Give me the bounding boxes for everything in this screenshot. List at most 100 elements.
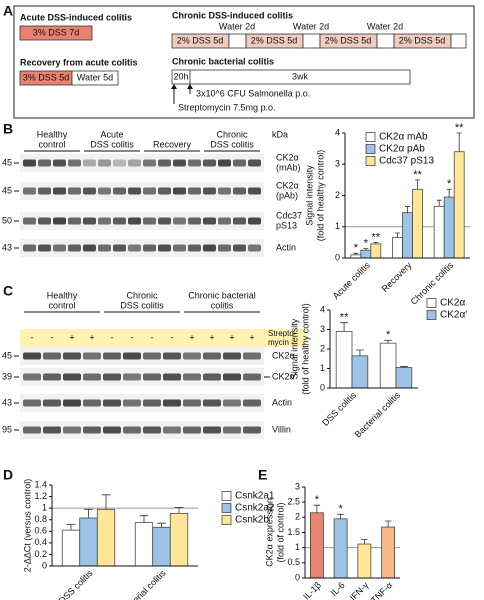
step-box	[450, 33, 467, 49]
blot-band	[203, 159, 216, 167]
bar	[96, 508, 116, 567]
blot-band	[128, 244, 141, 252]
y-tick-label: 0.4	[34, 537, 47, 547]
error-bar	[174, 507, 184, 514]
blot-band	[143, 426, 161, 434]
blot-band	[128, 187, 141, 195]
y-tick-label: 1.5	[287, 527, 300, 537]
y-axis-label: Signal intensity	[304, 165, 314, 226]
arrow-head	[187, 84, 193, 89]
significance: *	[315, 494, 320, 506]
blot-band	[243, 352, 261, 360]
blot-strip	[20, 212, 264, 230]
blot-band	[143, 244, 156, 252]
error-bar	[395, 232, 400, 238]
protocol-title: Chronic bacterial colitis	[172, 56, 274, 66]
bar	[379, 342, 397, 389]
blot-band	[63, 373, 81, 381]
significance: **	[372, 231, 381, 243]
mw-marker: 45	[2, 157, 12, 167]
blot-band	[203, 373, 221, 381]
significance: **	[455, 122, 464, 134]
y-axis-label: (fold of healthy control)	[315, 150, 325, 242]
legend-label: Csnk2b	[235, 515, 269, 526]
blot-band	[173, 187, 186, 195]
y-tick-label: 2	[320, 343, 325, 353]
y-tick-label: 3	[335, 159, 340, 169]
blot-band	[83, 399, 101, 407]
significance: *	[338, 503, 343, 515]
bar	[392, 237, 403, 259]
legend-swatch	[221, 515, 232, 525]
blot-band	[103, 352, 121, 360]
error-bar	[355, 349, 364, 356]
error-bar	[353, 252, 359, 255]
blot-band	[243, 426, 261, 434]
bar	[61, 529, 81, 567]
protein-label: (pAb)	[276, 190, 298, 200]
protein-label: (mAb)	[276, 162, 301, 172]
blot-band	[218, 187, 231, 195]
blot-band	[163, 399, 181, 407]
blot-band	[188, 244, 201, 252]
blot-band	[158, 187, 171, 195]
treatment-sign: +	[89, 332, 94, 342]
group-label: DSS colitis	[120, 300, 164, 310]
bar	[412, 188, 423, 259]
blot-band	[68, 159, 81, 167]
blot-band	[68, 187, 81, 195]
blot-band	[23, 187, 36, 195]
protein-label: CK2α'	[272, 371, 297, 381]
y-tick-label: 3	[295, 481, 300, 491]
group-label: control	[48, 300, 75, 310]
blot-band	[38, 187, 51, 195]
blot-band	[98, 244, 111, 252]
treatment-label: mycin	[268, 338, 289, 347]
blot-band	[163, 426, 181, 434]
y-axis-label: Signal intensity	[289, 318, 299, 379]
bar	[335, 331, 353, 389]
blot-strip	[20, 421, 264, 439]
mw-marker: 43	[2, 397, 12, 407]
blot-band	[203, 426, 221, 434]
blot-strip	[20, 394, 264, 412]
blot-band	[123, 399, 141, 407]
significance: *	[447, 178, 452, 190]
step-box	[71, 70, 119, 86]
x-tick-label: Bacterial colitis	[118, 568, 168, 600]
error-bar	[139, 515, 149, 523]
legend-label: Cdc37 pS13	[379, 156, 434, 167]
bar	[309, 512, 324, 579]
blot-band	[188, 187, 201, 195]
error-bar	[384, 339, 393, 344]
legend-label: Csnk2a2	[235, 503, 275, 514]
step-label: 2% DSS 5d	[325, 35, 372, 45]
error-bar	[157, 522, 166, 528]
blot-band	[183, 426, 201, 434]
protein-label: CK2α	[276, 180, 299, 190]
blot-band	[23, 373, 41, 381]
legend-swatch	[365, 144, 376, 154]
x-tick-label: Bacterial colitis	[353, 390, 403, 440]
y-tick-label: 2.5	[287, 497, 300, 507]
blot-band	[23, 352, 41, 360]
blot-band	[223, 426, 241, 434]
step-label: 3% DSS 5d	[23, 72, 70, 82]
x-tick-label: DSS colitis	[320, 390, 358, 428]
error-bar	[101, 494, 111, 510]
blot-band	[143, 187, 156, 195]
blot-band	[173, 244, 186, 252]
blot-band	[98, 217, 111, 225]
blot-band	[203, 244, 216, 252]
blot-band	[53, 187, 66, 195]
error-bar	[84, 508, 93, 518]
group-label: DSS colitis	[210, 139, 254, 149]
y-axis-label: (fold of healthy control)	[300, 303, 310, 395]
step-label: Water 2d	[367, 21, 403, 31]
y-tick-label: 4	[320, 304, 325, 314]
error-bar	[446, 188, 452, 198]
treatment-sign: -	[131, 332, 134, 342]
blot-band	[183, 373, 201, 381]
error-bar	[436, 199, 442, 207]
error-bar	[373, 241, 379, 244]
